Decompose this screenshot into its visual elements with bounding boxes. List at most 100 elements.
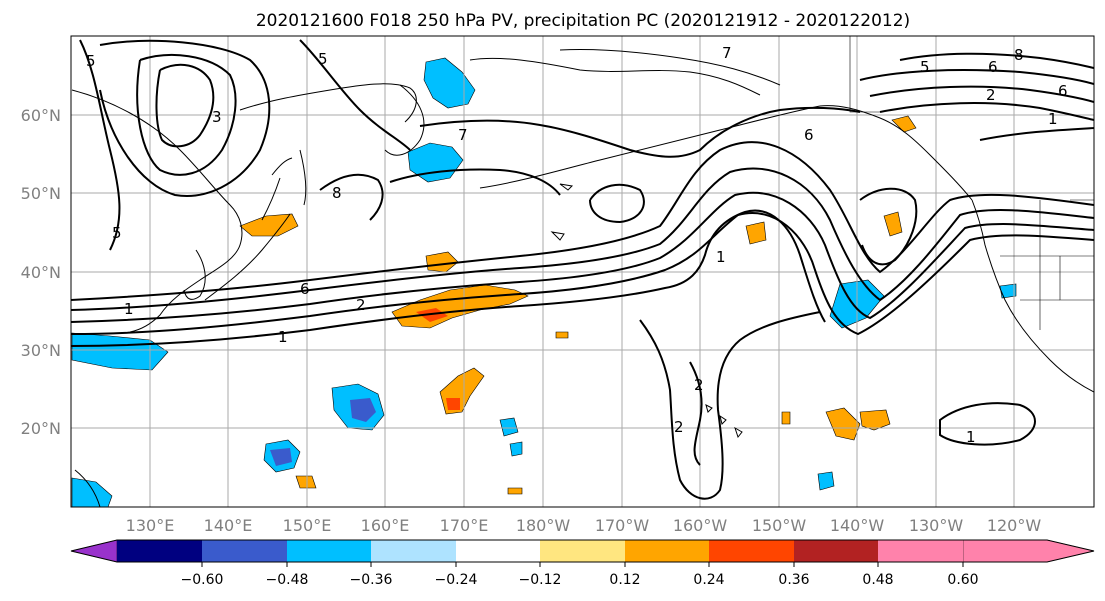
- lon-label-180w: 180°W: [516, 516, 571, 535]
- colorbar-tick-label: −0.12: [519, 572, 562, 588]
- pv-contour-alaska-4: [899, 52, 1094, 69]
- colorbar-tick-label: −0.24: [435, 572, 478, 588]
- lon-label-140e: 140°E: [204, 516, 253, 535]
- latitude-labels: 60°N 50°N 40°N 30°N 20°N: [21, 106, 61, 438]
- island-hawaii-2: [719, 414, 727, 425]
- colorbar-tick-label: 0.36: [778, 572, 809, 588]
- pv-label: 2: [356, 296, 366, 314]
- coastline-alaska-west: [559, 48, 781, 86]
- map-border: [70, 35, 1095, 508]
- precip-pos-region-small-3: [781, 411, 791, 425]
- coastline-kamchatka: [384, 84, 425, 156]
- pv-contour-alaska-3: [879, 102, 1094, 121]
- lat-label-60n: 60°N: [21, 106, 61, 125]
- pv-contour-mid-1: [389, 168, 561, 196]
- pv-label: 2: [986, 86, 996, 104]
- precip-neg-strong-region-mid-pacific: [350, 398, 376, 422]
- colorbar-tick-label: 0.12: [609, 572, 640, 588]
- colorbar-tick-label: 0.24: [693, 572, 724, 588]
- coastline-siberia-north: [469, 57, 761, 96]
- island-small-2: [550, 231, 565, 241]
- pv-label: 5: [318, 50, 328, 68]
- lon-label-120w: 120°W: [987, 516, 1042, 535]
- colorbar-tick-label: −0.36: [350, 572, 393, 588]
- pv-label: 3: [212, 108, 222, 126]
- coastlines: [71, 48, 1094, 507]
- precip-neg-region-corner: [71, 477, 113, 507]
- coastline-okhotsk: [239, 83, 417, 123]
- precip-pos-region-north-pacific: [425, 251, 459, 273]
- pv-contour-2-inner: [689, 361, 703, 466]
- lon-label-150w: 150°W: [752, 516, 807, 535]
- lon-label-130w: 130°W: [909, 516, 964, 535]
- pv-label: 6: [1058, 82, 1068, 100]
- precip-pos-region-sea-of-japan: [239, 213, 299, 237]
- lon-label-160w: 160°W: [673, 516, 728, 535]
- precip-neg-region-small-3: [999, 283, 1017, 299]
- pv-label: 5: [86, 52, 96, 70]
- pv-contour-jet-4: [71, 212, 1094, 336]
- pv-label: 7: [458, 126, 468, 144]
- colorbar-tick-label: −0.60: [181, 572, 224, 588]
- pv-label: 1: [278, 328, 288, 346]
- pv-label: 1: [124, 300, 134, 318]
- lon-label-150e: 150°E: [283, 516, 332, 535]
- pv-contours: [71, 39, 1094, 500]
- precip-neg-region-west-pacific: [71, 332, 169, 371]
- colorbar-tick-label: −0.48: [266, 572, 309, 588]
- pv-label: 2: [694, 376, 704, 394]
- pv-contour-7: [419, 106, 861, 158]
- pv-contour-upper-left-1: [155, 63, 215, 148]
- pv-contour-gulf-loop: [859, 187, 918, 266]
- pv-label: 6: [988, 58, 998, 76]
- coastline-korea: [183, 249, 206, 300]
- lat-label-20n: 20°N: [21, 419, 61, 438]
- pv-label: 8: [1014, 46, 1024, 64]
- coastline-bc-coast: [971, 199, 1094, 393]
- precip-pos-region-alaska: [891, 115, 917, 133]
- colorbar-bin: [540, 540, 625, 562]
- border-canada-provinces: [1039, 199, 1094, 256]
- colorbar-outline: [70, 539, 1095, 563]
- precip-pos-strong-region-hawaii-west: [446, 398, 460, 410]
- precip-pos-region-bc-coast: [883, 211, 903, 237]
- precip-pos-region-ne-pacific: [745, 221, 767, 245]
- precip-pos-region-small-2: [555, 331, 569, 339]
- pv-label: 6: [804, 126, 814, 144]
- colorbar-tick-label: 0.48: [862, 572, 893, 588]
- colorbar-bin: [287, 540, 371, 562]
- colorbar-bin: [709, 540, 794, 562]
- colorbar-tick-labels: −0.60 −0.48 −0.36 −0.24 −0.12 0.12 0.24 …: [181, 572, 979, 588]
- political-borders: [849, 36, 1094, 330]
- colorbar-extend-min: [70, 539, 118, 563]
- lat-label-30n: 30°N: [21, 341, 61, 360]
- colorbar-bin: [878, 540, 963, 562]
- coastline-philippines: [74, 469, 101, 507]
- pv-contour-nw-upper: [299, 39, 411, 151]
- colorbar-bin: [625, 540, 709, 562]
- pv-contour-closed-se: [939, 402, 1036, 446]
- pv-contour-jet-3: [71, 191, 1094, 323]
- pv-label: 2: [674, 418, 684, 436]
- lon-label-140w: 140°W: [830, 516, 885, 535]
- pv-contour-alaska-1: [859, 69, 1094, 85]
- pv-label: 5: [920, 58, 930, 76]
- pv-label: 1: [966, 428, 976, 446]
- precip-neg-strong-region-south: [270, 448, 292, 466]
- border-alaska-canada: [849, 36, 880, 113]
- map-panel: 5 3 5 7 6 8 5 2 1 1 7 6 6 1 2 2 5 2 6 1: [70, 35, 1095, 508]
- colorbar-bin: [794, 540, 878, 562]
- pv-contour-jet-2: [71, 167, 1094, 311]
- island-small-1: [559, 183, 574, 191]
- pv-contour-1: [71, 209, 826, 347]
- colorbar-tick-label: 0.60: [947, 572, 978, 588]
- pv-contour-upper-left-3: [99, 39, 271, 197]
- pv-label: 1: [1048, 110, 1058, 128]
- precip-neg-region-small-4: [509, 441, 523, 457]
- pv-contour-5-left: [79, 39, 121, 251]
- precip-neg-region-kamchatka: [407, 142, 464, 183]
- lon-label-160e: 160°E: [361, 516, 410, 535]
- pv-contour-mid-2: [589, 183, 645, 224]
- precip-neg-region-okhotsk: [423, 57, 476, 109]
- precip-neg-region-small-2: [817, 471, 835, 491]
